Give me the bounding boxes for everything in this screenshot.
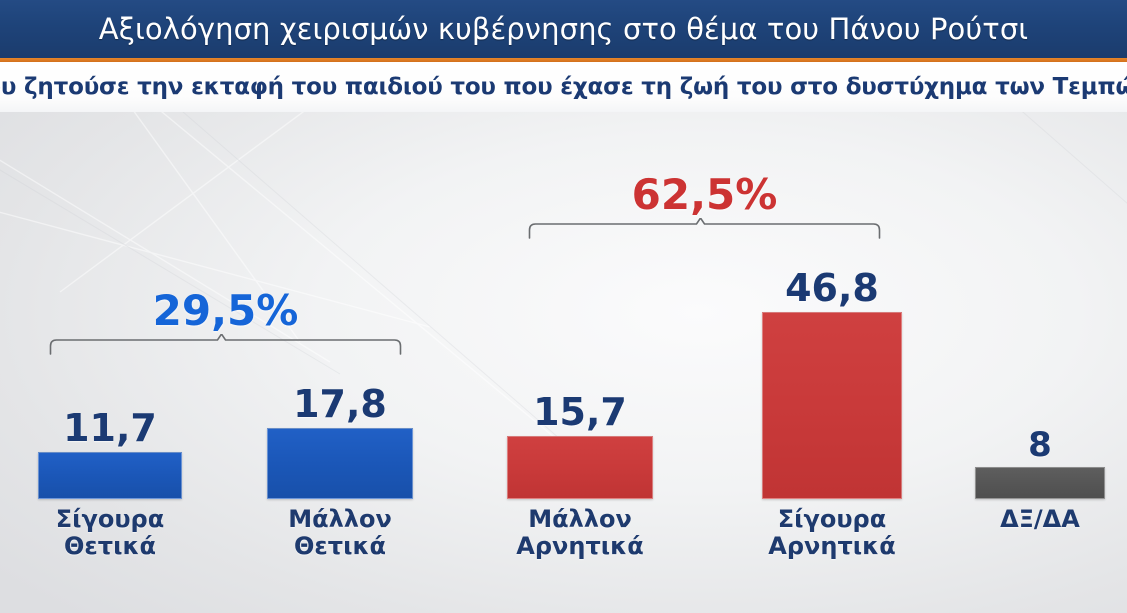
bar-label-5: ΔΞ/ΔΑ: [935, 506, 1127, 533]
bar-value-4: 46,8: [785, 266, 879, 310]
subheader-band: που ζητούσε την εκταφή του παιδιού του π…: [0, 62, 1127, 112]
page-title: Αξιολόγηση χειρισμών κυβέρνησης στο θέμα…: [98, 12, 1029, 46]
header-divider: [0, 58, 1127, 62]
bar-label-1: Σίγουρα Θετικά: [5, 506, 215, 560]
bar-label-2: Μάλλον Θετικά: [235, 506, 445, 560]
bar-mallon-thetika[interactable]: [267, 428, 413, 499]
bar-value-5: 8: [1028, 425, 1052, 465]
header-band: Αξιολόγηση χειρισμών κυβέρνησης στο θέμα…: [0, 0, 1127, 58]
bar-label-4: Σίγουρα Αρνητικά: [727, 506, 937, 560]
bar-label-1-line1: Σίγουρα: [55, 505, 165, 533]
page-subtitle: που ζητούσε την εκταφή του παιδιού του π…: [0, 74, 1127, 100]
bracket-negative: [528, 217, 881, 239]
background-streaks: [0, 112, 1127, 453]
bar-label-3-line1: Μάλλον: [528, 505, 632, 533]
group-total-negative: 62,5%: [631, 169, 778, 219]
bar-label-5-line1: ΔΞ/ΔΑ: [1000, 505, 1080, 533]
bar-value-2: 17,8: [293, 382, 387, 426]
bar-mallon-arnitika[interactable]: [507, 436, 653, 499]
bracket-positive: [49, 333, 402, 355]
bar-value-1: 11,7: [63, 406, 157, 450]
bar-label-2-line2: Θετικά: [294, 532, 386, 560]
bar-dk-na[interactable]: [975, 467, 1105, 499]
bar-label-3: Μάλλον Αρνητικά: [475, 506, 685, 560]
bar-label-2-line1: Μάλλον: [288, 505, 392, 533]
bar-label-4-line2: Αρνητικά: [768, 532, 896, 560]
bar-label-3-line2: Αρνητικά: [516, 532, 644, 560]
bar-sigoura-arnitika[interactable]: [762, 312, 902, 499]
bar-label-4-line1: Σίγουρα: [777, 505, 887, 533]
chart-canvas: 29,5% 62,5% 11,7 Σίγουρα Θετικά 17,8 Μάλ…: [0, 112, 1127, 613]
bar-label-1-line2: Θετικά: [64, 532, 156, 560]
group-total-positive: 29,5%: [152, 285, 299, 335]
bar-value-3: 15,7: [533, 390, 627, 434]
bar-sigoura-thetika[interactable]: [38, 452, 182, 499]
